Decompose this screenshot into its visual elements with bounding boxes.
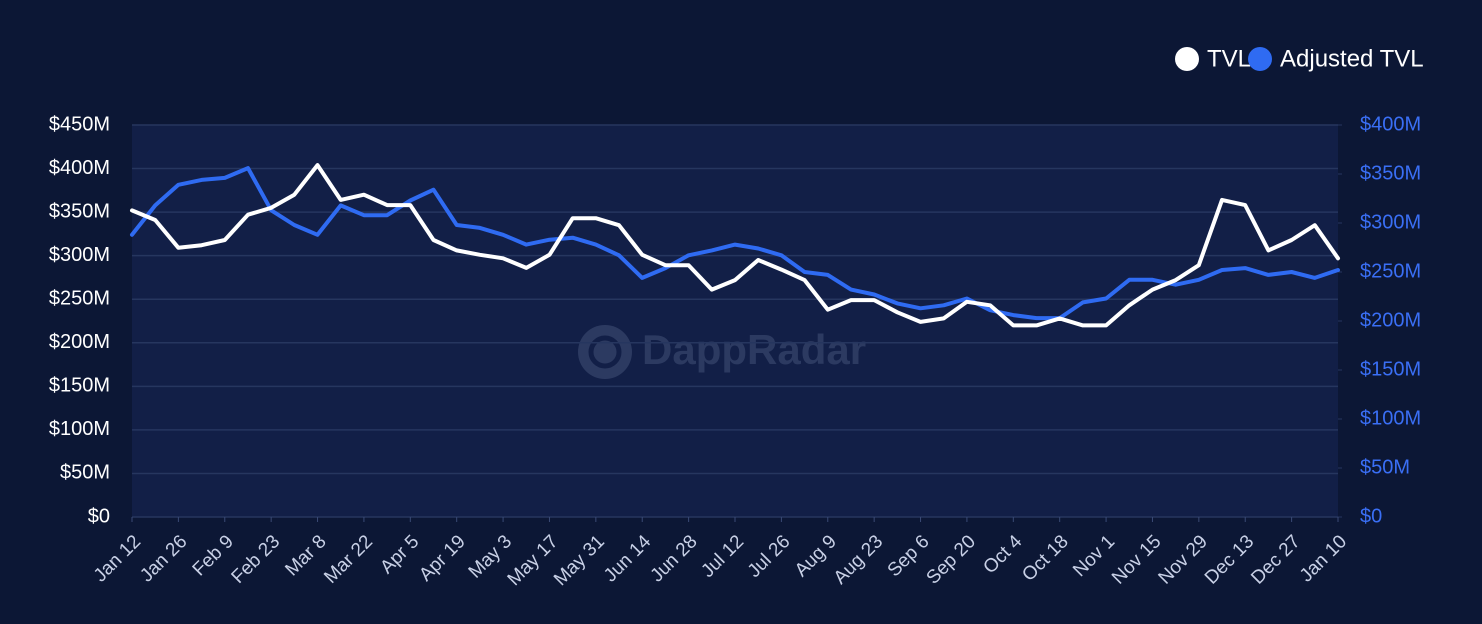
x-tick-label: Nov 15: [1108, 531, 1165, 588]
x-tick-label: Dec 13: [1201, 531, 1258, 588]
y-tick-label: $0: [88, 505, 110, 527]
x-tick-label: Jun 28: [647, 531, 702, 586]
y2-tick-label: $400M: [1360, 113, 1421, 135]
x-tick-label: Oct 18: [1018, 531, 1072, 585]
y-tick-label: $250M: [49, 288, 110, 310]
x-tick-label: May 17: [504, 531, 563, 590]
watermark-text: DappRadar: [642, 326, 866, 373]
x-tick-label: Jul 12: [697, 531, 748, 582]
y-tick-label: $100M: [49, 418, 110, 440]
y2-tick-label: $250M: [1360, 260, 1421, 282]
y-tick-label: $50M: [60, 462, 110, 484]
y-tick-label: $200M: [49, 331, 110, 353]
y2-tick-label: $200M: [1360, 309, 1421, 331]
x-tick-label: Aug 23: [830, 531, 887, 588]
x-tick-label: Sep 20: [923, 531, 980, 588]
y-tick-label: $450M: [49, 113, 110, 135]
y2-tick-label: $350M: [1360, 162, 1421, 184]
x-tick-label: Apr 19: [415, 531, 469, 585]
y2-tick-label: $150M: [1360, 358, 1421, 380]
legend: TVL Adjusted TVL: [1175, 45, 1424, 72]
legend-marker: [1248, 47, 1272, 71]
x-tick-label: Feb 23: [228, 531, 285, 588]
y2-tick-label: $0: [1360, 505, 1382, 527]
series-line: [130, 166, 1340, 321]
y-tick-label: $300M: [49, 244, 110, 266]
legend-marker: [1175, 47, 1199, 71]
y2-tick-label: $100M: [1360, 407, 1421, 429]
watermark: DappRadar: [578, 325, 866, 379]
legend-label: TVL: [1207, 45, 1251, 72]
x-tick-label: Jan 10: [1296, 531, 1351, 586]
x-tick-label: Mar 22: [320, 531, 377, 588]
x-tick-label: Jan 26: [136, 531, 191, 586]
x-tick-label: Jul 26: [744, 531, 795, 582]
y-tick-label: $400M: [49, 157, 110, 179]
x-tick-label: May 31: [550, 531, 609, 590]
series-line: [130, 163, 1340, 328]
plot-area: [132, 125, 1338, 517]
y-tick-label: $350M: [49, 200, 110, 222]
legend-label: Adjusted TVL: [1280, 45, 1424, 72]
x-tick-label: Nov 29: [1155, 531, 1212, 588]
x-tick-label: Jun 14: [600, 531, 655, 586]
y2-tick-label: $300M: [1360, 211, 1421, 233]
x-tick-label: Dec 27: [1247, 531, 1304, 588]
x-tick-label: Jan 12: [90, 531, 145, 586]
y2-tick-label: $50M: [1360, 456, 1410, 478]
y-tick-label: $150M: [49, 375, 110, 397]
